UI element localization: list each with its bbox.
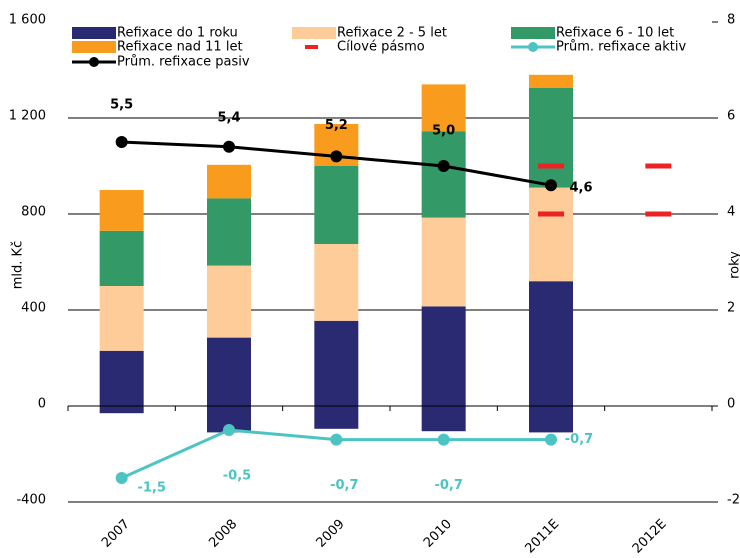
- bar: [529, 281, 573, 406]
- legend-swatch: [528, 42, 538, 52]
- legend-swatch: [89, 57, 99, 67]
- data-label: -0,7: [565, 432, 593, 447]
- x-tick-label: 2012E: [630, 517, 670, 557]
- data-label: 5,5: [110, 98, 133, 113]
- data-label: -0,7: [330, 478, 358, 493]
- data-label: -0,5: [223, 469, 251, 484]
- legend-label: Prům. refixace aktiv: [556, 40, 687, 55]
- bar: [421, 217, 466, 307]
- bar: [99, 350, 144, 406]
- y-tick-label: 1 600: [9, 13, 46, 28]
- y-tick-label: 400: [21, 301, 46, 316]
- line-marker: [223, 140, 235, 153]
- x-tick-label: 2010: [421, 517, 455, 551]
- y-tick-label: -400: [16, 493, 46, 508]
- x-tick-label: 2007: [99, 517, 133, 551]
- legend-label: Refixace 2 - 5 let: [337, 26, 447, 41]
- line-marker: [545, 433, 557, 446]
- bar: [421, 84, 466, 132]
- line-marker: [115, 136, 128, 148]
- y2-tick-label: 6: [727, 109, 735, 124]
- bar: [529, 406, 573, 433]
- x-tick-label: 2008: [206, 517, 240, 551]
- bar: [529, 187, 573, 282]
- bar: [314, 244, 359, 321]
- bar: [207, 265, 251, 338]
- bar: [207, 337, 251, 406]
- line-marker: [330, 433, 343, 446]
- bar: [421, 131, 466, 218]
- y-tick-label: 800: [21, 205, 46, 220]
- bar: [207, 164, 251, 199]
- data-label: -0,7: [434, 478, 462, 493]
- bar: [99, 230, 144, 286]
- bar: [99, 406, 144, 414]
- y2-tick-label: 0: [727, 397, 735, 412]
- bar: [99, 190, 144, 231]
- y2-tick-label: 2: [727, 301, 735, 316]
- y2-tick-label: -2: [727, 493, 740, 508]
- line-marker: [115, 472, 128, 484]
- line-marker: [437, 433, 450, 446]
- legend-label: Cílové pásmo: [337, 40, 425, 55]
- bar: [207, 198, 251, 266]
- data-label: -1,5: [137, 481, 165, 496]
- line-marker: [330, 150, 343, 163]
- line-marker: [223, 424, 235, 436]
- y2-tick-label: 8: [727, 13, 735, 28]
- legend-swatch: [292, 27, 336, 39]
- x-tick-label: 2011E: [522, 517, 562, 557]
- bar: [529, 88, 573, 188]
- bar: [421, 406, 466, 432]
- legend-swatch: [72, 27, 116, 39]
- legend-label: Refixace nad 11 let: [117, 40, 243, 55]
- bar: [314, 320, 359, 406]
- y-tick-label: 1 200: [9, 109, 46, 124]
- data-label: 5,2: [325, 118, 348, 133]
- data-label: 4,6: [569, 181, 592, 196]
- line-marker: [545, 179, 557, 192]
- legend-label: Refixace 6 - 10 let: [556, 26, 674, 41]
- data-label: 5,0: [432, 124, 455, 139]
- bar: [421, 306, 466, 406]
- legend-swatch: [511, 27, 555, 39]
- bar: [529, 74, 573, 88]
- bar: [314, 406, 359, 429]
- bar: [314, 166, 359, 244]
- y-tick-label: 0: [38, 397, 46, 412]
- bar: [99, 286, 144, 351]
- line-marker: [437, 160, 450, 172]
- legend-label: Refixace do 1 roku: [117, 26, 238, 41]
- legend-swatch: [72, 41, 116, 53]
- legend-label: Prům. refixace pasiv: [117, 55, 250, 70]
- y2-axis-title: roky: [728, 251, 740, 279]
- data-label: 5,4: [217, 110, 240, 125]
- y-axis-title: mld. Kč: [11, 241, 26, 289]
- x-tick-label: 2009: [314, 517, 348, 551]
- y2-tick-label: 4: [727, 205, 735, 220]
